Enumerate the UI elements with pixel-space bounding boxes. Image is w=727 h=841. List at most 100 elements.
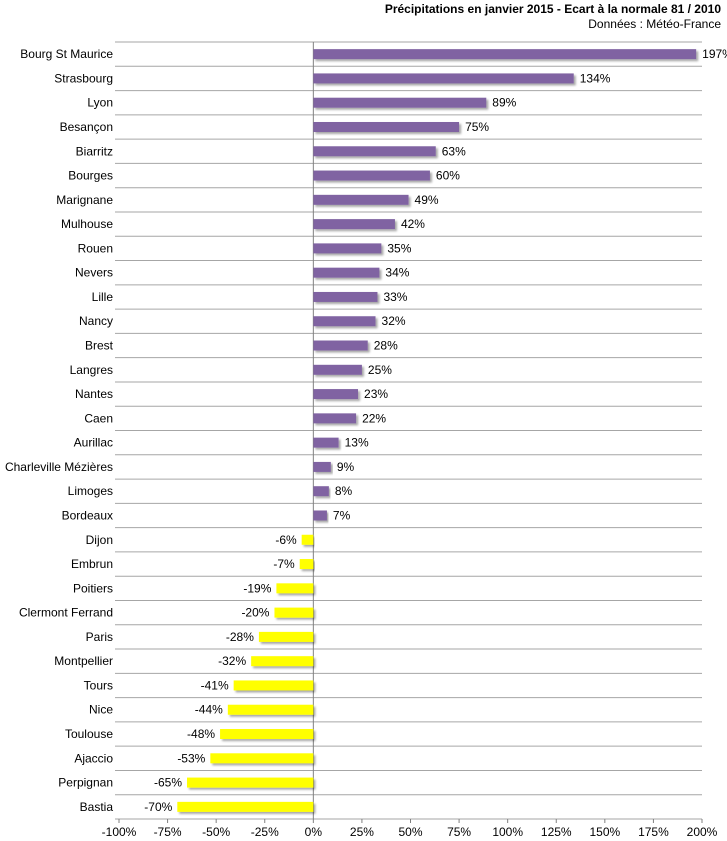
value-label: 60% bbox=[436, 169, 460, 183]
value-label: 33% bbox=[383, 290, 407, 304]
bar-strasbourg bbox=[313, 73, 574, 84]
bar-bourg-st-maurice bbox=[313, 49, 697, 60]
category-label: Clermont Ferrand bbox=[19, 606, 113, 620]
category-label: Biarritz bbox=[76, 144, 113, 158]
bar-paris bbox=[258, 631, 314, 642]
category-label: Caen bbox=[84, 411, 113, 425]
bar-bourges bbox=[313, 170, 430, 181]
category-label: Toulouse bbox=[65, 727, 113, 741]
bar-rouen bbox=[313, 243, 382, 254]
value-label: -44% bbox=[195, 703, 223, 717]
category-label: Marignane bbox=[56, 193, 113, 207]
value-label: 34% bbox=[385, 266, 409, 280]
bar-tours bbox=[233, 680, 314, 691]
category-label: Tours bbox=[84, 678, 113, 692]
value-label: 28% bbox=[374, 339, 398, 353]
value-label: -6% bbox=[275, 533, 297, 547]
category-label: Strasbourg bbox=[54, 71, 113, 85]
category-label: Charleville Mézières bbox=[5, 460, 113, 474]
category-label: Bourg St Maurice bbox=[20, 47, 113, 61]
value-label: -19% bbox=[243, 581, 271, 595]
bar-nevers bbox=[313, 267, 380, 278]
category-label: Poitiers bbox=[73, 581, 113, 595]
x-tick-label: 200% bbox=[687, 825, 718, 839]
value-label: -41% bbox=[201, 678, 229, 692]
category-label: Limoges bbox=[68, 484, 113, 498]
x-tick-label: -50% bbox=[202, 825, 230, 839]
category-label: Aurillac bbox=[74, 436, 113, 450]
value-label: -53% bbox=[177, 751, 205, 765]
value-label: -28% bbox=[226, 630, 254, 644]
category-label: Lille bbox=[92, 290, 114, 304]
value-label: 23% bbox=[364, 387, 388, 401]
x-tick-label: -25% bbox=[251, 825, 279, 839]
bar-caen bbox=[313, 413, 357, 424]
value-label: 42% bbox=[401, 217, 425, 231]
value-label: -70% bbox=[144, 800, 172, 814]
category-label: Mulhouse bbox=[61, 217, 113, 231]
value-label: 134% bbox=[580, 71, 611, 85]
category-label: Besançon bbox=[60, 120, 113, 134]
chart-title-block: Précipitations en janvier 2015 - Ecart à… bbox=[385, 1, 721, 31]
bar-aurillac bbox=[313, 437, 339, 448]
bar-limoges bbox=[313, 486, 329, 497]
bar-nice bbox=[227, 704, 314, 715]
chart-title: Précipitations en janvier 2015 - Ecart à… bbox=[384, 2, 721, 16]
category-label: Montpellier bbox=[54, 654, 113, 668]
bar-brest bbox=[313, 340, 368, 351]
bar-charleville-m-zi-res bbox=[313, 461, 331, 472]
bar-toulouse bbox=[220, 729, 314, 740]
value-label: -48% bbox=[187, 727, 215, 741]
value-label: -7% bbox=[273, 557, 295, 571]
category-label: Nevers bbox=[75, 266, 113, 280]
value-label: 32% bbox=[382, 314, 406, 328]
bar-nantes bbox=[313, 389, 359, 400]
category-label: Rouen bbox=[78, 241, 113, 255]
category-label: Nancy bbox=[79, 314, 113, 328]
x-tick-label: 100% bbox=[492, 825, 523, 839]
category-label: Nantes bbox=[75, 387, 113, 401]
bar-embrun bbox=[299, 559, 314, 570]
bar-mulhouse bbox=[313, 219, 395, 230]
bar-nancy bbox=[313, 316, 376, 327]
value-label: -20% bbox=[241, 606, 269, 620]
category-label: Brest bbox=[85, 339, 114, 353]
x-tick-label: 50% bbox=[398, 825, 422, 839]
category-label: Lyon bbox=[87, 96, 113, 110]
x-tick-label: 150% bbox=[589, 825, 620, 839]
x-tick-label: 25% bbox=[350, 825, 374, 839]
category-label: Embrun bbox=[71, 557, 113, 571]
bar-langres bbox=[313, 364, 362, 375]
bar-montpellier bbox=[251, 656, 314, 667]
category-label: Ajaccio bbox=[74, 751, 113, 765]
bar-besan-on bbox=[313, 121, 460, 132]
bar-biarritz bbox=[313, 146, 436, 157]
category-label: Langres bbox=[70, 363, 113, 377]
x-tick-label: 125% bbox=[541, 825, 572, 839]
value-label: -65% bbox=[154, 776, 182, 790]
x-tick-label: 0% bbox=[305, 825, 323, 839]
bar-lyon bbox=[313, 97, 487, 108]
bar-clermont-ferrand bbox=[274, 607, 314, 618]
category-label: Bastia bbox=[80, 800, 114, 814]
bar-bastia bbox=[177, 801, 314, 812]
bar-lille bbox=[313, 291, 378, 302]
bar-bordeaux bbox=[313, 510, 327, 521]
value-label: 22% bbox=[362, 411, 386, 425]
chart-subtitle: Données : Météo-France bbox=[588, 17, 721, 31]
value-label: 197% bbox=[702, 47, 727, 61]
x-tick-label: -75% bbox=[154, 825, 182, 839]
bar-marignane bbox=[313, 194, 409, 205]
value-label: 63% bbox=[442, 144, 466, 158]
value-label: 49% bbox=[415, 193, 439, 207]
bar-perpignan bbox=[187, 777, 314, 788]
value-label: 89% bbox=[492, 96, 516, 110]
value-label: 13% bbox=[345, 436, 369, 450]
category-label: Bourges bbox=[68, 169, 113, 183]
bar-poitiers bbox=[276, 583, 314, 594]
category-label: Dijon bbox=[86, 533, 113, 547]
value-label: 9% bbox=[337, 460, 355, 474]
value-label: 7% bbox=[333, 508, 351, 522]
category-label: Nice bbox=[89, 703, 113, 717]
value-label: 35% bbox=[387, 241, 411, 255]
